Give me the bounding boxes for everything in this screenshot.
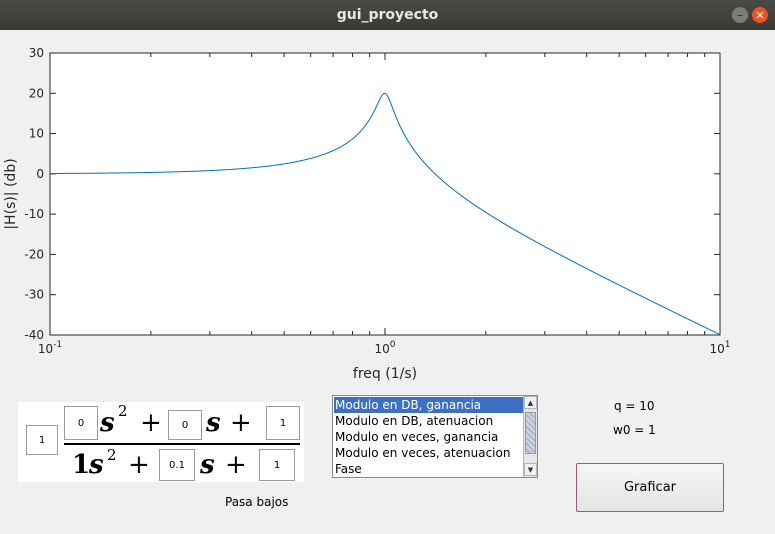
- plot-type-option[interactable]: Modulo en DB, atenuacion: [335, 414, 494, 428]
- numerator-s2-power: 2: [118, 402, 128, 420]
- window-titlebar: gui_proyecto: [0, 0, 775, 30]
- scroll-up-icon[interactable]: ▲: [524, 396, 537, 409]
- q-value-label: q = 10: [614, 399, 655, 413]
- window-title: gui_proyecto: [336, 7, 439, 23]
- denominator-s-var: s: [200, 450, 215, 480]
- y-tick-label: 20: [29, 86, 44, 100]
- plot-type-option[interactable]: Modulo en veces, ganancia: [335, 430, 499, 444]
- gain-input[interactable]: 1: [26, 425, 58, 455]
- y-axis-label: |H(s)| (db): [3, 158, 19, 229]
- plot-type-option[interactable]: Fase: [335, 462, 362, 476]
- y-tick-label: 30: [29, 46, 44, 60]
- numerator-plus-2: +: [230, 408, 252, 438]
- x-axis-label: freq (1/s): [353, 366, 417, 382]
- numerator-s-var: s: [206, 408, 221, 438]
- numerator-s-coef-input[interactable]: 0: [168, 410, 202, 440]
- listbox-scrollbar[interactable]: ▲ ▼: [523, 396, 537, 477]
- y-tick-label: -40: [24, 328, 44, 342]
- denominator-s-coef-input[interactable]: 0.1: [159, 449, 195, 481]
- scrollbar-thumb[interactable]: [525, 412, 536, 454]
- y-tick-label: -10: [24, 207, 44, 221]
- plot-type-listbox[interactable]: Modulo en DB, ganancia Modulo en DB, ate…: [332, 395, 538, 478]
- x-tick-label: 10-1: [38, 340, 62, 356]
- denominator-plus-1: +: [128, 450, 150, 480]
- scroll-down-icon[interactable]: ▼: [524, 463, 537, 476]
- close-button[interactable]: ✕: [752, 7, 768, 23]
- denominator-s2-coef: 1: [72, 450, 91, 480]
- numerator-plus-1: +: [140, 408, 162, 438]
- minimize-icon: –: [737, 8, 743, 22]
- plot-button[interactable]: Graficar: [576, 463, 724, 512]
- minimize-button[interactable]: –: [732, 7, 748, 23]
- plot-area: [49, 52, 721, 336]
- denominator-s2-var: s: [89, 450, 104, 480]
- y-tick-label: -30: [24, 288, 44, 302]
- numerator-s2-coef-input[interactable]: 0: [64, 406, 98, 440]
- plot-type-option[interactable]: Modulo en veces, atenuacion: [335, 446, 511, 460]
- denominator-constant-input[interactable]: 1: [259, 449, 295, 481]
- x-tick-label: 101: [709, 340, 730, 356]
- denominator-plus-2: +: [225, 450, 247, 480]
- y-tick-label: 10: [29, 127, 44, 141]
- y-tick-label: 0: [36, 167, 44, 181]
- w0-value-label: w0 = 1: [613, 423, 656, 437]
- denominator-s2-power: 2: [107, 446, 117, 464]
- plot-type-option[interactable]: Modulo en DB, ganancia: [334, 397, 523, 413]
- y-tick-label: -20: [24, 247, 44, 261]
- filter-type-label: Pasa bajos: [225, 495, 289, 509]
- close-icon: ✕: [755, 8, 765, 22]
- numerator-s2-var: s: [100, 408, 115, 438]
- fraction-bar: [64, 443, 300, 445]
- numerator-constant-input[interactable]: 1: [266, 406, 300, 440]
- x-tick-label: 100: [374, 340, 395, 356]
- magnitude-series-line: [49, 92, 721, 336]
